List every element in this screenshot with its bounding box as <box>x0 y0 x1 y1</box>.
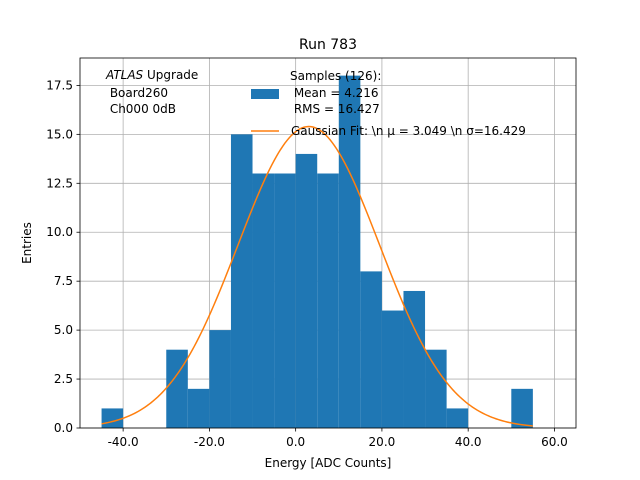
y-tick-label-2: 5.0 <box>54 323 73 337</box>
legend-hist-label-1: Samples (126): <box>290 69 381 83</box>
grid <box>80 58 576 429</box>
x-tick-label-1: -20.0 <box>194 435 225 449</box>
y-tick-label-4: 10.0 <box>46 225 73 239</box>
histogram-bar-5 <box>252 173 275 428</box>
legend-hist-swatch <box>251 89 279 99</box>
legend-fit-label: Gaussian Fit: \n μ = 3.049 \n σ=16.429 <box>291 124 526 138</box>
histogram-bar-2 <box>187 388 210 428</box>
atlas-annotation: ATLAS Upgrade Board260 Ch000 0dB <box>105 68 198 116</box>
histogram-bar-8 <box>317 173 339 428</box>
legend-hist-label-2: Mean = 4.216 <box>290 86 379 100</box>
x-tick-label-4: 40.0 <box>455 435 482 449</box>
annotation-line-3: Ch000 0dB <box>106 102 176 116</box>
annotation-line-1: ATLAS Upgrade <box>105 68 198 82</box>
y-tick-label-7: 17.5 <box>46 78 73 92</box>
x-tick-label-2: 0.0 <box>286 435 305 449</box>
histogram-bar-1 <box>166 349 188 428</box>
histogram-bar-0 <box>101 408 124 428</box>
histogram-bar-4 <box>230 134 253 428</box>
annotation-upgrade: Upgrade <box>143 68 198 82</box>
histogram-bars <box>101 75 533 429</box>
histogram-bar-13 <box>425 349 447 428</box>
y-tick-label-5: 12.5 <box>46 176 73 190</box>
histogram-bar-15 <box>511 388 533 428</box>
legend-hist-label-3: RMS = 16.427 <box>290 102 380 116</box>
x-tick-label-0: -40.0 <box>108 435 139 449</box>
y-tick-label-0: 0.0 <box>54 421 73 435</box>
annotation-atlas: ATLAS <box>105 68 144 82</box>
chart-title: Run 783 <box>299 37 357 53</box>
x-axis-ticks: -40.0 -20.0 0.0 20.0 40.0 60.0 <box>108 428 568 449</box>
y-tick-label-1: 2.5 <box>54 372 73 386</box>
histogram-bar-6 <box>274 173 296 428</box>
x-tick-label-5: 60.0 <box>541 435 568 449</box>
histogram-bar-12 <box>403 290 426 428</box>
histogram-bar-14 <box>446 408 469 428</box>
y-axis-label: Entries <box>20 222 34 264</box>
legend: Samples (126): Mean = 4.216 RMS = 16.427… <box>251 69 526 138</box>
y-tick-label-6: 15.0 <box>46 127 73 141</box>
annotation-line-2: Board260 <box>106 86 168 100</box>
histogram-bar-9 <box>338 75 361 428</box>
x-tick-label-3: 20.0 <box>369 435 396 449</box>
histogram-bar-11 <box>381 310 404 428</box>
histogram-bar-3 <box>209 330 231 428</box>
axes-frame <box>79 57 577 429</box>
x-axis-label: Energy [ADC Counts] <box>265 456 392 470</box>
y-tick-label-3: 7.5 <box>54 274 73 288</box>
y-axis-ticks: 0.0 2.5 5.0 7.5 10.0 12.5 15.0 17.5 <box>46 78 80 435</box>
histogram-bar-10 <box>360 271 382 428</box>
gaussian-fit-line <box>101 125 533 427</box>
histogram-bar-7 <box>295 153 318 429</box>
